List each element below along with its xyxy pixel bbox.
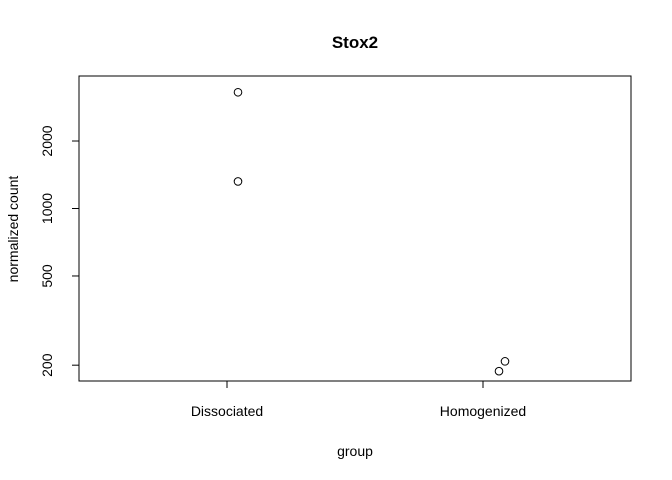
- x-tick-label: Dissociated: [191, 403, 263, 419]
- y-tick-label: 2000: [39, 125, 55, 156]
- x-tick-label: Homogenized: [440, 403, 526, 419]
- data-points: [233, 87, 510, 376]
- x-axis: Dissociated Homogenized: [191, 381, 526, 419]
- y-axis-label: normalized count: [5, 176, 21, 283]
- y-tick-label: 500: [39, 264, 55, 288]
- data-point: [494, 366, 504, 376]
- plot-frame: [78, 75, 632, 382]
- data-point: [233, 87, 243, 97]
- y-axis: 200 500 1000 2000: [39, 125, 79, 377]
- chart-title: Stox2: [332, 33, 378, 52]
- x-axis-label: group: [337, 443, 373, 459]
- y-tick-label: 1000: [39, 193, 55, 224]
- y-tick-label: 200: [39, 353, 55, 377]
- data-point: [233, 177, 243, 186]
- data-point: [500, 357, 510, 366]
